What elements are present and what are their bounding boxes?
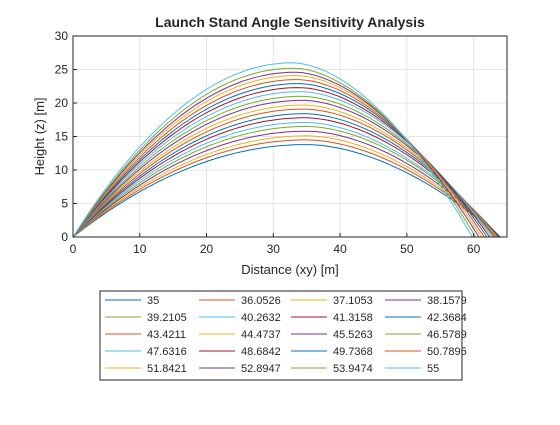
y-tick-label: 0 bbox=[61, 230, 68, 244]
legend-label: 36.0526 bbox=[241, 295, 281, 307]
legend-label: 35 bbox=[147, 295, 159, 307]
series-line-4 bbox=[72, 126, 501, 238]
x-tick-label: 20 bbox=[200, 242, 214, 256]
legend-label: 44.4737 bbox=[241, 329, 281, 341]
legend-label: 50.7895 bbox=[427, 346, 467, 358]
series-line-3 bbox=[72, 130, 501, 238]
legend-box bbox=[99, 290, 463, 381]
axis-ticks: 0 10 20 30 40 50 60 0 5 10 15 20 25 30 bbox=[55, 29, 481, 256]
x-tick-label: 30 bbox=[267, 242, 281, 256]
legend-label: 40.2632 bbox=[241, 312, 281, 324]
legend-label: 49.7368 bbox=[333, 346, 373, 358]
legend-label: 45.5263 bbox=[333, 329, 373, 341]
legend-label: 55 bbox=[427, 363, 439, 375]
legend-label: 38.1579 bbox=[427, 295, 467, 307]
legend-label: 51.8421 bbox=[147, 363, 187, 375]
series-line-6 bbox=[72, 117, 501, 238]
series-line-5 bbox=[72, 122, 501, 238]
x-tick-label: 40 bbox=[333, 242, 347, 256]
series-line-1 bbox=[72, 139, 501, 238]
legend-label: 43.4211 bbox=[147, 329, 186, 341]
legend-label: 37.1053 bbox=[333, 295, 373, 307]
y-tick-label: 15 bbox=[55, 130, 69, 144]
y-tick-label: 5 bbox=[61, 197, 68, 211]
x-tick-label: 0 bbox=[70, 242, 77, 256]
series-line-0 bbox=[72, 144, 501, 238]
legend-label: 39.2105 bbox=[147, 312, 187, 324]
legend-label: 53.9474 bbox=[333, 363, 373, 375]
chart-title: Launch Stand Angle Sensitivity Analysis bbox=[155, 14, 425, 30]
x-tick-label: 10 bbox=[133, 242, 147, 256]
legend-label: 48.6842 bbox=[241, 346, 281, 358]
y-axis-label: Height (z) [m] bbox=[32, 97, 47, 175]
series-line-19 bbox=[72, 62, 473, 238]
y-tick-label: 30 bbox=[55, 29, 69, 43]
series-line-17 bbox=[72, 71, 480, 238]
legend-label: 42.3684 bbox=[427, 312, 467, 324]
x-axis-label: Distance (xy) [m] bbox=[241, 262, 339, 277]
legend: 35 36.0526 37.1053 38.1579 39.2105 40.2632 41.… bbox=[105, 295, 467, 375]
series-line-2 bbox=[72, 135, 501, 238]
series-lines bbox=[72, 62, 501, 238]
legend-label: 41.3158 bbox=[333, 312, 373, 324]
y-tick-label: 20 bbox=[55, 96, 69, 110]
legend-label: 52.8947 bbox=[241, 363, 281, 375]
x-tick-label: 50 bbox=[400, 242, 414, 256]
y-tick-label: 10 bbox=[55, 163, 69, 177]
legend-label: 47.6316 bbox=[147, 346, 187, 358]
x-tick-label: 60 bbox=[467, 242, 481, 256]
y-tick-label: 25 bbox=[55, 63, 69, 77]
legend-label: 46.5789 bbox=[427, 329, 467, 341]
